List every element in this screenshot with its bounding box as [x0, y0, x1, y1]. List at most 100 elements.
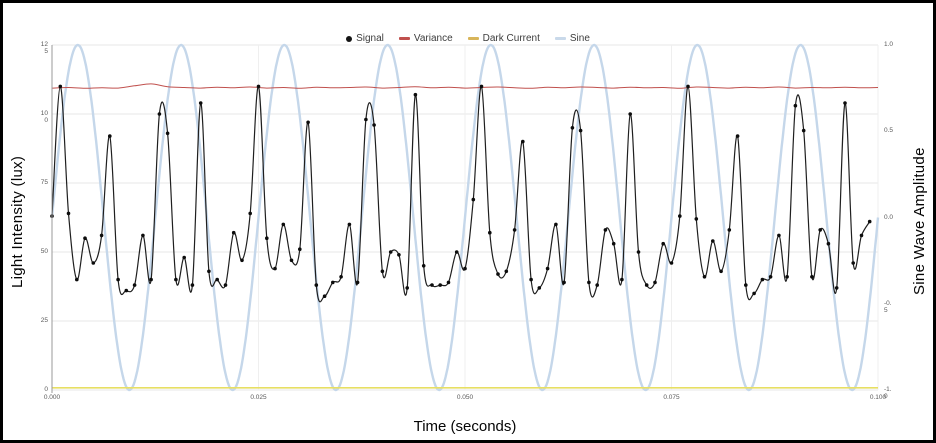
signal-marker: [554, 222, 558, 227]
signal-marker: [463, 266, 467, 271]
legend-dash-marker: [467, 37, 479, 40]
signal-marker: [727, 228, 732, 232]
signal-marker: [446, 280, 451, 285]
legend-item-variance[interactable]: Variance: [398, 33, 453, 44]
signal-marker: [735, 134, 740, 138]
legend-label: Variance: [413, 33, 453, 44]
signal-marker: [512, 228, 517, 232]
signal-marker: [711, 239, 715, 243]
signal-marker: [661, 241, 665, 246]
signal-marker: [785, 275, 789, 279]
signal-marker: [801, 128, 806, 133]
signal-marker: [545, 266, 550, 271]
signal-marker: [273, 266, 277, 271]
signal-marker: [108, 134, 112, 138]
signal-marker: [504, 269, 509, 274]
signal-marker: [653, 280, 657, 285]
signal-marker: [488, 230, 492, 235]
signal-marker: [628, 112, 632, 116]
signal-marker: [744, 283, 748, 287]
y-left-tick-label: 25: [40, 317, 48, 324]
x-tick-label: 0.025: [250, 394, 267, 401]
y-left-tick-label: 100: [40, 110, 48, 125]
signal-marker: [777, 233, 781, 238]
y-left-tick-label: 50: [40, 248, 48, 255]
sine-series: [50, 43, 880, 392]
signal-marker: [752, 291, 756, 296]
signal-marker: [471, 197, 476, 202]
signal-marker: [843, 101, 847, 105]
signal-marker: [231, 230, 236, 235]
x-tick-label: 0.050: [456, 394, 474, 401]
signal-marker: [578, 128, 583, 133]
signal-marker: [388, 250, 393, 254]
signal-marker: [537, 286, 542, 290]
signal-marker: [529, 277, 533, 282]
signal-marker: [421, 264, 426, 268]
legend-label: Signal: [356, 33, 384, 44]
signal-marker: [760, 277, 765, 282]
signal-marker: [331, 280, 335, 285]
signal-marker: [355, 280, 360, 285]
legend-item-signal[interactable]: Signal: [346, 33, 384, 44]
signal-marker: [454, 250, 459, 254]
signal-marker: [719, 269, 723, 274]
y-right-tick-label: -0.5: [884, 299, 892, 314]
signal-marker: [595, 283, 599, 287]
signal-marker: [851, 261, 855, 265]
signal-marker: [793, 103, 798, 108]
signal-marker: [83, 236, 87, 240]
x-axis-title: Time (seconds): [413, 418, 517, 435]
signal-marker: [190, 283, 195, 287]
y-axis-left-title: Light Intensity (lux): [9, 155, 26, 288]
signal-marker: [479, 84, 484, 89]
signal-marker: [58, 84, 63, 89]
legend-item-dark-current[interactable]: Dark Current: [467, 33, 540, 44]
signal-marker: [826, 241, 831, 246]
x-tick-label: 0.100: [869, 394, 887, 401]
signal-marker: [570, 126, 575, 130]
signal-series: [51, 85, 871, 303]
signal-marker: [116, 277, 120, 282]
signal-marker: [810, 275, 814, 279]
signal-marker: [380, 269, 385, 274]
signal-marker: [818, 228, 822, 232]
signal-marker: [372, 123, 376, 127]
y-left-tick-label: 0: [44, 386, 48, 393]
signal-marker: [636, 250, 641, 254]
variance-series: [51, 83, 879, 89]
signal-marker: [248, 211, 252, 216]
y-left-tick-label: 75: [40, 179, 48, 186]
signal-marker: [207, 269, 211, 274]
signal-marker: [521, 139, 525, 144]
signal-marker: [75, 277, 79, 282]
y-axis-right-title: Sine Wave Amplitude: [911, 147, 928, 296]
signal-marker: [611, 241, 616, 246]
legend-label: Dark Current: [482, 33, 540, 44]
signal-marker: [215, 277, 219, 282]
signal-marker: [364, 117, 368, 122]
signal-marker: [430, 283, 434, 287]
signal-marker: [66, 211, 71, 216]
signal-marker: [867, 219, 872, 224]
x-tick-label: 0.000: [43, 394, 61, 401]
y-right-tick-label: 0.0: [884, 213, 894, 221]
y-right-tick-label: 1.0: [884, 41, 894, 48]
signal-marker: [347, 222, 352, 227]
signal-marker: [99, 233, 104, 238]
y-left-tick-label: 125: [40, 41, 48, 56]
signal-marker: [603, 228, 608, 232]
signal-marker: [496, 272, 500, 276]
legend-item-sine[interactable]: Sine: [554, 33, 590, 44]
legend-dash-marker: [554, 37, 566, 40]
signal-marker: [124, 288, 129, 293]
signal-marker: [281, 222, 286, 227]
signal-marker: [174, 277, 178, 282]
signal-marker: [240, 258, 244, 263]
signal-marker: [141, 233, 145, 238]
signal-marker: [413, 92, 418, 97]
signal-marker: [405, 286, 410, 290]
signal-marker: [223, 283, 228, 287]
signal-marker: [587, 280, 591, 285]
